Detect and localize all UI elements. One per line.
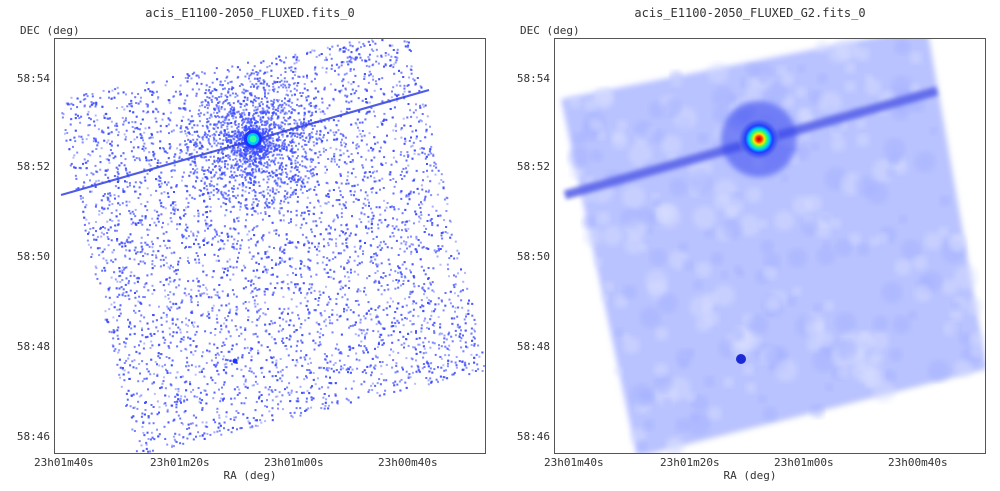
bright-source <box>249 135 257 143</box>
image-viewport[interactable] <box>54 38 486 454</box>
y-tick-label: 58:54 <box>516 72 550 85</box>
x-tick-label: 23h01m00s <box>264 456 324 469</box>
x-axis-label: RA (deg) <box>223 469 277 482</box>
panel-title: acis_E1100-2050_FLUXED_G2.fits_0 <box>634 6 866 20</box>
y-tick-label: 58:50 <box>516 250 550 263</box>
y-tick-label: 58:54 <box>16 72 50 85</box>
x-tick-label: 23h01m40s <box>34 456 94 469</box>
image-panel-raw: acis_E1100-2050_FLUXED.fits_0 DEC (deg) … <box>16 6 486 482</box>
y-tick-label: 58:48 <box>516 340 550 353</box>
y-tick-label: 58:46 <box>16 430 50 443</box>
x-axis-label: RA (deg) <box>723 469 777 482</box>
y-tick-label: 58:46 <box>516 430 550 443</box>
smoothed-image <box>561 39 985 453</box>
y-axis-label: DEC (deg) <box>520 24 580 37</box>
faint-source <box>232 358 238 364</box>
x-tick-label: 23h01m20s <box>150 456 210 469</box>
y-tick-label: 58:52 <box>16 160 50 173</box>
y-axis-label: DEC (deg) <box>20 24 80 37</box>
x-tick-label: 23h00m40s <box>378 456 438 469</box>
y-tick-label: 58:50 <box>16 250 50 263</box>
x-tick-label: 23h00m40s <box>888 456 948 469</box>
raw-counts-image <box>60 39 485 453</box>
y-tick-label: 58:52 <box>516 160 550 173</box>
panel-title: acis_E1100-2050_FLUXED.fits_0 <box>145 6 355 20</box>
x-tick-label: 23h01m20s <box>660 456 720 469</box>
image-viewport[interactable] <box>554 38 986 454</box>
image-panel-smoothed: acis_E1100-2050_FLUXED_G2.fits_0 DEC (de… <box>500 0 1000 491</box>
x-tick-label: 23h01m40s <box>544 456 604 469</box>
faint-source <box>736 354 746 364</box>
y-tick-label: 58:48 <box>16 340 50 353</box>
x-tick-label: 23h01m00s <box>774 456 834 469</box>
bright-source <box>737 117 781 161</box>
